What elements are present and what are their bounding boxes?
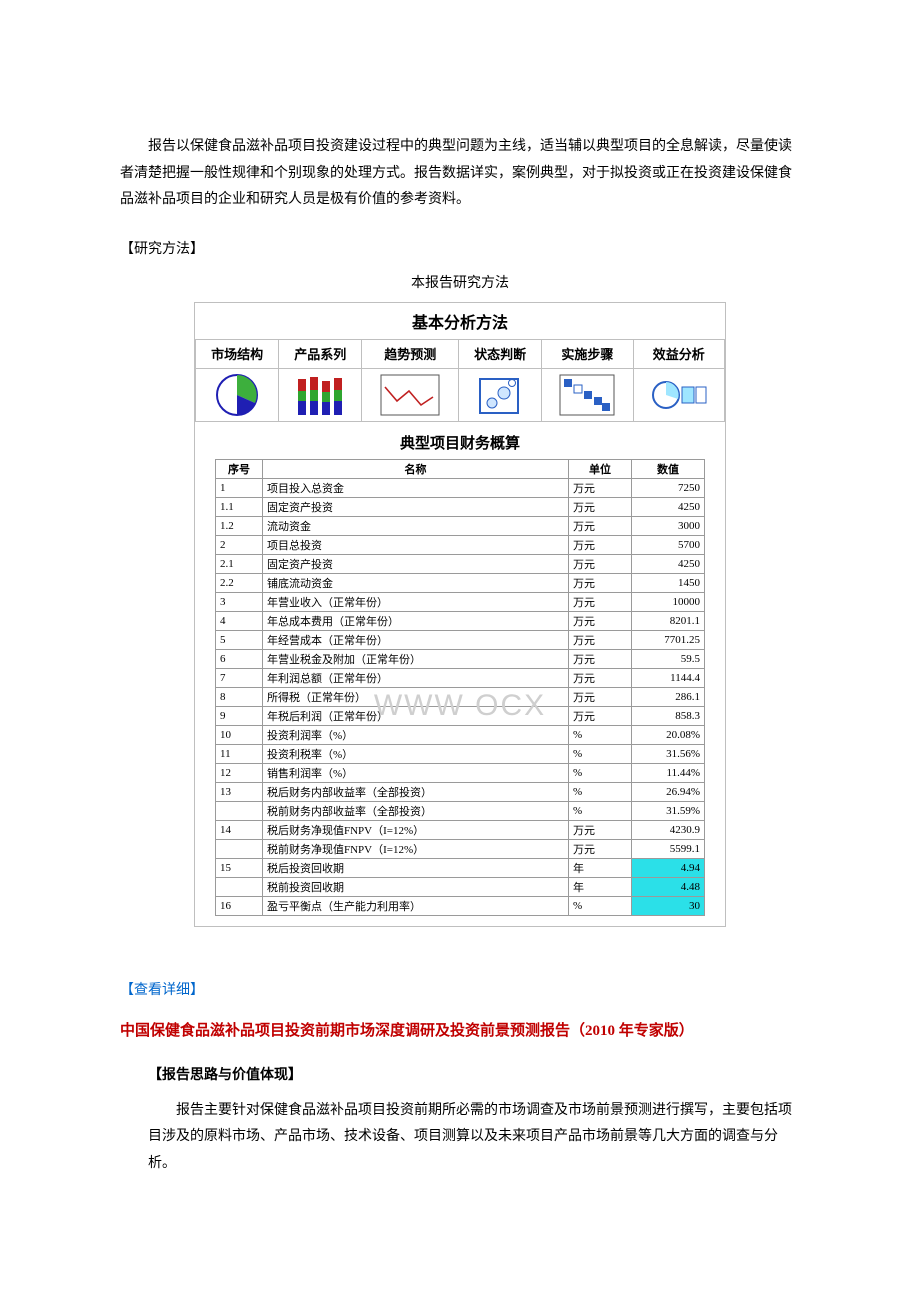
table-row: 7年利润总额（正常年份）万元1144.4 [216, 668, 705, 687]
table-row: 税前投资回收期年4.48 [216, 877, 705, 896]
table-row: 16盈亏平衡点（生产能力利用率）%30 [216, 896, 705, 915]
table-row: 1.2流动资金万元3000 [216, 516, 705, 535]
col-header: 单位 [569, 459, 632, 478]
table-row: 2.2铺底流动资金万元1450 [216, 573, 705, 592]
bars-icon [279, 368, 362, 421]
body-para-2: 报告主要针对保健食品滋补品项目投资前期所必需的市场调查及市场前景预测进行撰写，主… [148, 1098, 800, 1178]
table-row: 4年总成本费用（正常年份）万元8201.1 [216, 611, 705, 630]
waterfall-icon [542, 368, 633, 421]
table-row: 5年经营成本（正常年份）万元7701.25 [216, 630, 705, 649]
finance-title: 典型项目财务概算 [195, 422, 725, 459]
intro-paragraph: 报告以保健食品滋补品项目投资建设过程中的典型问题为主线，适当辅以典型项目的全息解… [120, 134, 800, 214]
table-row: 6年营业税金及附加（正常年份）万元59.5 [216, 649, 705, 668]
table-row: 13税后财务内部收益率（全部投资）%26.94% [216, 782, 705, 801]
table-row: 1项目投入总资金万元7250 [216, 478, 705, 497]
table-row: 11投资利税率（%）%31.56% [216, 744, 705, 763]
col-header: 序号 [216, 459, 263, 478]
table-row: 2项目总投资万元5700 [216, 535, 705, 554]
table-row: 税前财务净现值FNPV（I=12%）万元5599.1 [216, 839, 705, 858]
detail-link[interactable]: 【查看详细】 [120, 979, 800, 999]
table-row: 9年税后利润（正常年份）万元858.3 [216, 706, 705, 725]
analysis-header: 市场结构 [196, 339, 279, 368]
figure-caption: 本报告研究方法 [120, 272, 800, 292]
analysis-header: 趋势预测 [362, 339, 459, 368]
analysis-header: 效益分析 [633, 339, 724, 368]
finance-table: 序号 名称 单位 数值 1项目投入总资金万元72501.1固定资产投资万元425… [215, 459, 705, 916]
table-row: 14税后财务净现值FNPV（I=12%）万元4230.9 [216, 820, 705, 839]
analysis-title: 基本分析方法 [196, 303, 725, 340]
analysis-header: 产品系列 [279, 339, 362, 368]
col-header: 名称 [263, 459, 569, 478]
analysis-box: 基本分析方法 市场结构 产品系列 趋势预测 状态判断 实施步骤 效益分析 [194, 302, 726, 927]
table-row: 8所得税（正常年份）万元286.1 [216, 687, 705, 706]
col-header: 数值 [632, 459, 705, 478]
benefit-icon [633, 368, 724, 421]
method-label: 【研究方法】 [120, 238, 800, 258]
table-row: 3年营业收入（正常年份）万元10000 [216, 592, 705, 611]
line-icon [362, 368, 459, 421]
table-row: 10投资利润率（%）%20.08% [216, 725, 705, 744]
pie-icon [196, 368, 279, 421]
table-row: 2.1固定资产投资万元4250 [216, 554, 705, 573]
red-heading: 中国保健食品滋补品项目投资前期市场深度调研及投资前景预测报告（2010 年专家版… [120, 1019, 800, 1040]
table-row: 1.1固定资产投资万元4250 [216, 497, 705, 516]
bubble-icon [459, 368, 542, 421]
sub-label: 【报告思路与价值体现】 [148, 1064, 800, 1084]
analysis-header: 实施步骤 [542, 339, 633, 368]
table-row: 12销售利润率（%）%11.44% [216, 763, 705, 782]
table-row: 15税后投资回收期年4.94 [216, 858, 705, 877]
analysis-header: 状态判断 [459, 339, 542, 368]
table-row: 税前财务内部收益率（全部投资）%31.59% [216, 801, 705, 820]
